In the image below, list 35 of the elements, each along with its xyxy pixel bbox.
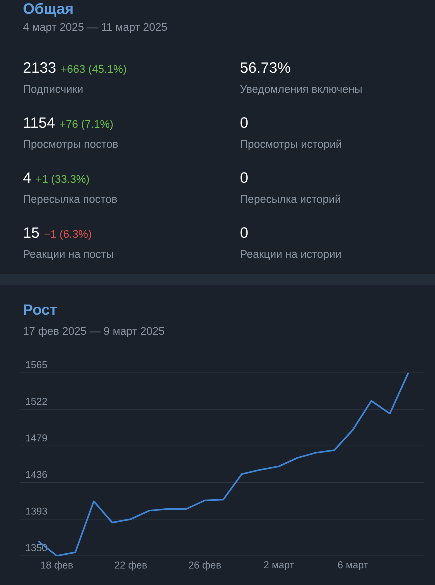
text: +1 (33.3%) (36, 175, 90, 186)
text: 4 март 2025 — 11 март 2025 (23, 23, 168, 34)
text: 0 (240, 172, 248, 184)
y-tick-label: 1436 (26, 471, 48, 478)
y-tick-label: 1350 (26, 544, 48, 552)
text: +663 (45.1%) (61, 65, 126, 76)
x-tick-label: 18 фев (41, 562, 74, 571)
x-tick-label: 26 фев (189, 562, 222, 571)
chart-subtitle: 17 фев 2025 — 9 март 2025 (24, 327, 164, 338)
category-label: Реакции на посты (24, 250, 114, 260)
x-tick-label: 6 март (338, 562, 368, 571)
text: Общая (24, 3, 73, 17)
text: 15 (24, 228, 40, 238)
category-label: Пересылка историй (241, 194, 340, 206)
y-tick-label: 1479 (26, 434, 48, 442)
text: 4 (24, 172, 32, 183)
text: 2133 (24, 62, 56, 74)
category-label: Реакции на истории (241, 250, 341, 260)
text: 56.73% (240, 62, 290, 74)
text: 0 (240, 228, 248, 238)
chart-title: Рост (24, 304, 57, 316)
text: 0 (240, 118, 248, 128)
category-label: Просмотры постов (24, 140, 118, 150)
category-label: Пересылка постов (24, 195, 118, 206)
text: −1 (6.3%) (44, 230, 92, 240)
category-label: Уведомления включены (240, 85, 362, 96)
category-label: Просмотры историй (241, 140, 342, 150)
x-tick-label: 2 март (264, 562, 294, 571)
text: +76 (7.1%) (60, 120, 113, 130)
y-tick-label: 1522 (26, 398, 48, 406)
y-tick-label: 1565 (26, 361, 48, 368)
text: 1154 (24, 118, 55, 128)
x-tick-label: 22 фев (115, 562, 148, 571)
category-label: Подписчики (24, 85, 83, 96)
y-tick-label: 1393 (26, 508, 48, 515)
